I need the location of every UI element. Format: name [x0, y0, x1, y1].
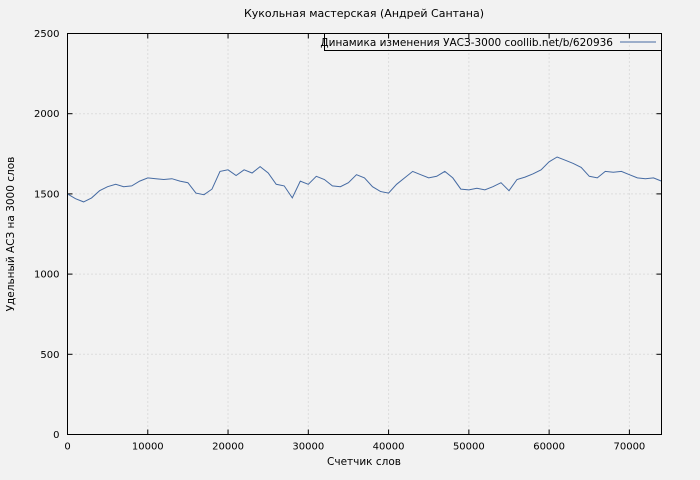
svg-text:30000: 30000	[292, 442, 324, 453]
svg-text:500: 500	[40, 350, 59, 361]
axis-ticks	[67, 33, 662, 435]
svg-text:1000: 1000	[34, 270, 59, 281]
axis-tick-labels: 0 10000 20000 30000 40000 50000 60000 70000 0 500…	[34, 29, 645, 453]
legend-box: Динамика изменения УАСЗ-3000 coollib.net…	[320, 33, 662, 51]
x-axis-label: Счетчик слов	[327, 456, 401, 468]
svg-text:20000: 20000	[212, 442, 244, 453]
svg-text:2500: 2500	[34, 29, 59, 40]
y-axis-label: Удельный АСЗ на 3000 слов	[5, 157, 17, 312]
svg-text:2000: 2000	[34, 109, 59, 120]
data-series-line	[67, 156, 662, 203]
chart-title: Кукольная мастерская (Андрей Сантана)	[244, 7, 484, 20]
svg-text:0: 0	[64, 442, 70, 453]
plot-border	[67, 33, 662, 435]
legend-border	[324, 33, 662, 51]
svg-text:40000: 40000	[373, 442, 405, 453]
svg-text:70000: 70000	[613, 442, 645, 453]
svg-text:0: 0	[53, 430, 59, 441]
svg-text:60000: 60000	[533, 442, 565, 453]
legend-label: Динамика изменения УАСЗ-3000 coollib.net…	[320, 37, 613, 49]
svg-text:50000: 50000	[453, 442, 485, 453]
svg-text:1500: 1500	[34, 189, 59, 200]
gridlines	[67, 33, 662, 435]
svg-text:10000: 10000	[132, 442, 164, 453]
